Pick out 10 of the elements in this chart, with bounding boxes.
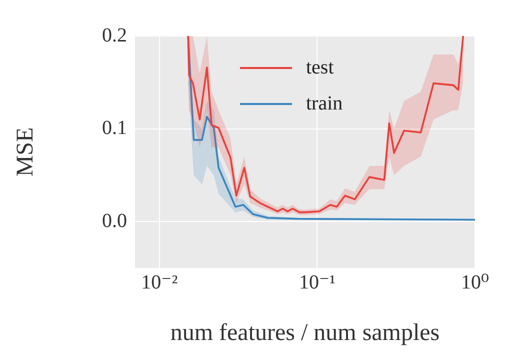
x-axis-title: num features / num samples [170, 320, 440, 346]
y-tick-label: 0.0 [102, 210, 127, 232]
x-tick-label: 10⁻¹ [298, 271, 336, 294]
y-tick-label: 0.2 [102, 24, 127, 46]
x-tick-label: 10⁰ [460, 271, 490, 294]
legend-label: train [306, 92, 343, 114]
y-axis-title: MSE [12, 127, 39, 177]
y-tick-label: 0.1 [102, 117, 127, 140]
legend-label: test [306, 56, 334, 78]
x-tick-label: 10⁻² [141, 271, 178, 294]
